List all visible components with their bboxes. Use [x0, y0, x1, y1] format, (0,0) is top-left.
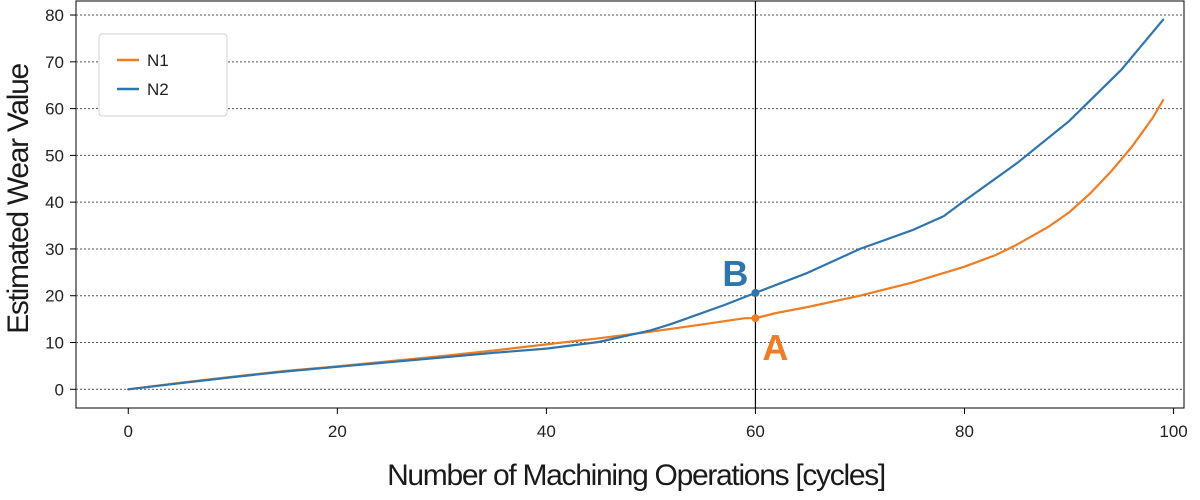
x-tick-label: 40	[537, 422, 556, 441]
x-axis-title: Number of Machining Operations [cycles]	[387, 459, 885, 492]
x-tick-label: 0	[124, 422, 133, 441]
y-tick-label: 30	[45, 240, 64, 259]
legend-label-n1: N1	[147, 51, 169, 70]
series-lines	[127, 18, 1165, 391]
series-line-n2	[127, 18, 1165, 391]
plot-area	[75, 0, 1185, 409]
y-tick-label: 10	[45, 334, 64, 353]
grid-lines	[76, 14, 1184, 390]
x-tick-label: 80	[955, 422, 974, 441]
y-tick-label: 70	[45, 53, 64, 72]
y-tick-label: 80	[45, 6, 64, 25]
annotation-markers: AB	[722, 253, 788, 368]
marker-point-b	[751, 288, 760, 297]
legend-box	[98, 33, 228, 117]
y-tick-label: 40	[45, 193, 64, 212]
y-axis-title: Estimated Wear Value	[2, 64, 35, 334]
y-tick-label: 20	[45, 287, 64, 306]
marker-point-a	[751, 314, 760, 323]
x-tick-label: 60	[746, 422, 765, 441]
legend: N1 N2	[98, 33, 228, 117]
legend-label-n2: N2	[147, 80, 169, 99]
y-tick-label: 50	[45, 146, 64, 165]
marker-label-a: A	[762, 327, 788, 368]
y-tick-label: 0	[55, 380, 64, 399]
marker-label-b: B	[722, 253, 748, 294]
x-tick-label: 100	[1159, 422, 1187, 441]
y-axis-ticks: 0 10 20 30 40 50 60 70 80	[45, 6, 76, 399]
x-axis-ticks: 0 20 40 60 80 100	[124, 408, 1188, 441]
x-tick-label: 20	[328, 422, 347, 441]
y-tick-label: 60	[45, 100, 64, 119]
